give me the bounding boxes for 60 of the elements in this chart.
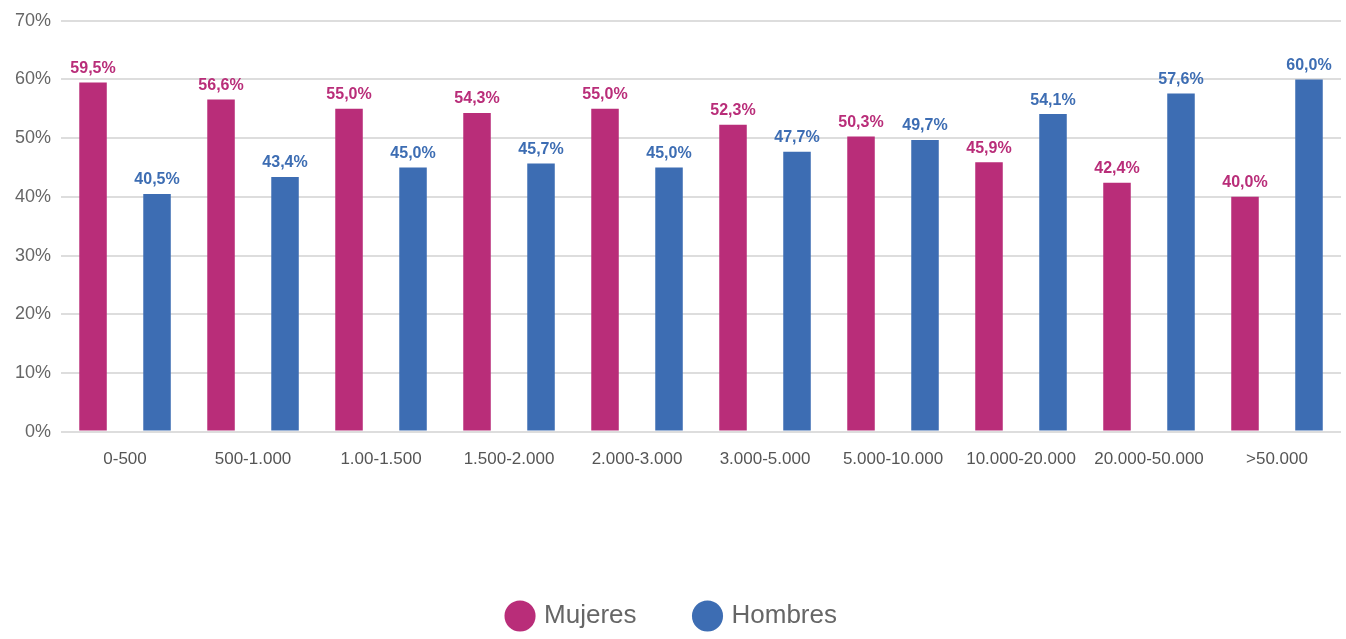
bar <box>207 99 235 431</box>
bar <box>399 167 427 431</box>
data-label: 52,3% <box>710 101 756 119</box>
data-label: 55,0% <box>326 85 372 103</box>
bar <box>847 136 875 431</box>
y-tick-label: 60% <box>15 68 52 89</box>
data-label: 55,0% <box>582 85 628 103</box>
bar <box>271 176 299 431</box>
bar <box>911 139 939 431</box>
x-tick-label: 5.000-10.000 <box>842 449 944 469</box>
y-tick-label: 0% <box>25 420 52 441</box>
y-tick-label: 20% <box>15 303 52 324</box>
bar <box>1295 79 1323 431</box>
bar <box>655 167 683 431</box>
data-label: 59,5% <box>70 58 116 76</box>
bar <box>783 151 811 431</box>
bar <box>527 163 555 431</box>
bar <box>335 108 363 431</box>
data-label: 56,6% <box>198 75 244 93</box>
data-label: 49,7% <box>902 116 948 134</box>
data-label: 45,9% <box>966 138 1012 156</box>
y-tick-label: 70% <box>15 9 52 30</box>
data-label: 54,3% <box>454 89 500 107</box>
bar <box>719 124 747 431</box>
data-label: 40,0% <box>1222 173 1268 191</box>
data-label: 47,7% <box>774 128 820 146</box>
bar <box>1103 182 1131 431</box>
data-label: 54,1% <box>1030 90 1076 108</box>
y-tick-label: 30% <box>15 244 52 265</box>
bar <box>79 82 107 431</box>
y-tick-label: 40% <box>15 185 52 206</box>
legend-label: Hombres <box>731 599 837 630</box>
y-tick-label: 50% <box>15 127 52 148</box>
data-label: 50,3% <box>838 112 884 130</box>
bar <box>1231 196 1259 431</box>
x-tick-label: 10.000-20.000 <box>966 449 1076 469</box>
y-tick-label: 10% <box>15 361 52 382</box>
x-tick-label: 2.000-3.000 <box>591 449 683 469</box>
x-tick-label: 3.000-5.000 <box>719 449 811 469</box>
x-tick-label: >50.000 <box>1246 449 1308 469</box>
data-label: 40,5% <box>134 170 180 188</box>
data-label: 57,6% <box>1158 69 1204 87</box>
data-label: 45,7% <box>518 139 564 157</box>
data-label: 45,0% <box>646 143 692 161</box>
data-label: 60,0% <box>1286 55 1332 73</box>
x-tick-label: 20.000-50.000 <box>1094 449 1204 469</box>
x-tick-label: 0-500 <box>103 449 147 469</box>
bar <box>591 108 619 431</box>
data-label: 45,0% <box>390 143 436 161</box>
legend-label: Mujeres <box>544 599 637 630</box>
bar <box>463 112 491 431</box>
bar <box>1167 93 1195 431</box>
data-label: 42,4% <box>1094 159 1140 177</box>
bar <box>975 162 1003 431</box>
bar <box>143 193 171 431</box>
x-tick-label: 1.500-2.000 <box>463 449 555 469</box>
data-label: 43,4% <box>262 153 308 171</box>
bar <box>1039 114 1067 431</box>
x-tick-label: 500-1.000 <box>214 449 292 469</box>
x-tick-label: 1.00-1.500 <box>340 449 422 469</box>
